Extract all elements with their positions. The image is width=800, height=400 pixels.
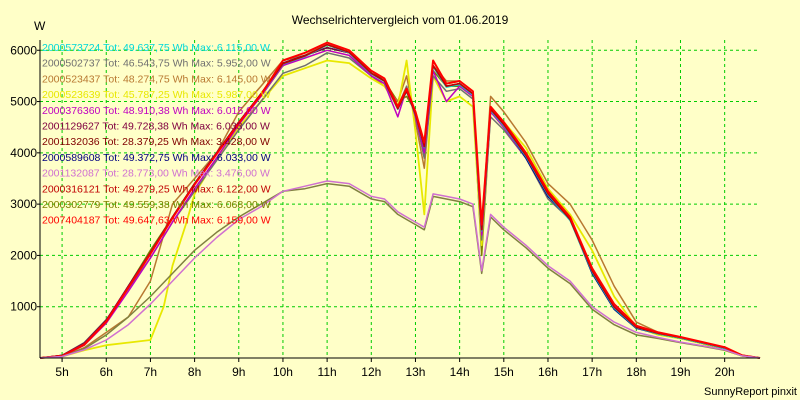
y-tick-label: 4000 bbox=[10, 146, 37, 160]
x-tick-label: 13h bbox=[405, 365, 425, 379]
series-line-2001132087 bbox=[39, 180, 761, 359]
legend-entry: 2000502737 Tot: 46.543,75 Wh Max: 5.952,… bbox=[42, 58, 271, 70]
x-tick-label: 17h bbox=[582, 365, 602, 379]
legend-entry: 2000302779 Tot: 49.559,38 Wh Max: 6.068,… bbox=[42, 199, 271, 211]
axis-layer bbox=[39, 40, 760, 359]
tick-layer: 1000 2000 3000 4000 5000 6000 5h 6h 7h 8h 9h 10h 11h… bbox=[10, 43, 734, 379]
y-tick-label: 5000 bbox=[10, 95, 37, 109]
x-tick-label: 6h bbox=[100, 365, 113, 379]
chart-title: Wechselrichtervergleich vom 01.06.2019 bbox=[292, 13, 509, 27]
legend-entry: 2000573724 Tot: 49.637,75 Wh Max: 6.115,… bbox=[42, 42, 270, 54]
y-tick-label: 3000 bbox=[10, 197, 37, 211]
x-tick-label: 14h bbox=[450, 365, 470, 379]
x-tick-label: 19h bbox=[670, 365, 690, 379]
legend-entry: 2000316121 Tot: 49.279,25 Wh Max: 6.122,… bbox=[42, 183, 271, 195]
x-tick-label: 12h bbox=[361, 365, 381, 379]
x-tick-label: 7h bbox=[144, 365, 157, 379]
x-tick-label: 15h bbox=[494, 365, 514, 379]
x-tick-label: 5h bbox=[55, 365, 68, 379]
series-line-2000523437 bbox=[39, 41, 761, 359]
x-tick-label: 16h bbox=[538, 365, 558, 379]
legend-entry: 2000523639 Tot: 45.787,25 Wh Max: 5.987,… bbox=[42, 89, 271, 101]
series-layer bbox=[39, 41, 761, 359]
y-tick-label: 1000 bbox=[10, 300, 37, 314]
series-line-2001132036 bbox=[39, 182, 761, 359]
legend-entry: 2000589608 Tot: 49.372,75 Wh Max: 6.033,… bbox=[42, 152, 271, 164]
series-line-2000523639 bbox=[39, 59, 761, 359]
x-tick-label: 11h bbox=[318, 365, 337, 379]
y-tick-label: 2000 bbox=[10, 248, 37, 262]
x-tick-label: 8h bbox=[188, 365, 201, 379]
x-tick-label: 10h bbox=[273, 365, 293, 379]
legend-entry: 2007404187 Tot: 49.647,63 Wh Max: 6.159,… bbox=[42, 215, 271, 227]
legend-entry: 2000523437 Tot: 48.274,75 Wh Max: 6.145,… bbox=[42, 73, 271, 85]
legend-entry: 2001132036 Tot: 28.379,25 Wh Max: 3.428,… bbox=[42, 136, 270, 148]
chart-footer: SunnyReport pinxit bbox=[704, 386, 797, 398]
legend-layer: 2000573724 Tot: 49.637,75 Wh Max: 6.115,… bbox=[42, 42, 271, 227]
x-tick-label: 18h bbox=[626, 365, 646, 379]
x-tick-label: 9h bbox=[232, 365, 245, 379]
y-tick-label: 6000 bbox=[10, 43, 37, 57]
x-tick-label: 20h bbox=[715, 365, 735, 379]
legend-entry: 2000376360 Tot: 48.910,38 Wh Max: 6.015,… bbox=[42, 105, 271, 117]
legend-entry: 2001129627 Tot: 49.728,38 Wh Max: 6.033,… bbox=[42, 121, 270, 133]
legend-entry: 2001132087 Tot: 28.773,00 Wh Max: 3.476,… bbox=[42, 168, 270, 180]
series-line-2007404187 bbox=[39, 41, 761, 359]
y-axis-label: W bbox=[34, 19, 46, 33]
